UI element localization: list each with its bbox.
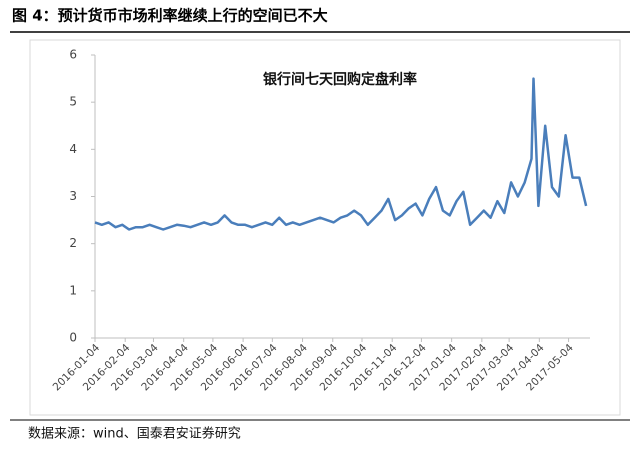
y-tick-label: 6 bbox=[69, 48, 77, 62]
series-line bbox=[94, 77, 588, 231]
y-tick-label: 5 bbox=[69, 95, 77, 109]
chart-title: 银行间七天回购定盘利率 bbox=[263, 71, 417, 88]
source-note: 数据来源：wind、国泰君安证券研究 bbox=[28, 426, 241, 442]
figure-header: 图 4：预计货币市场利率继续上行的空间已不大 bbox=[12, 7, 328, 25]
y-tick-label: 1 bbox=[69, 283, 77, 297]
y-tick-label: 0 bbox=[69, 331, 77, 345]
chart-frame bbox=[29, 39, 621, 416]
y-tick-label: 2 bbox=[69, 236, 77, 250]
y-tick-label: 4 bbox=[69, 142, 77, 156]
y-tick-label: 3 bbox=[69, 189, 77, 203]
